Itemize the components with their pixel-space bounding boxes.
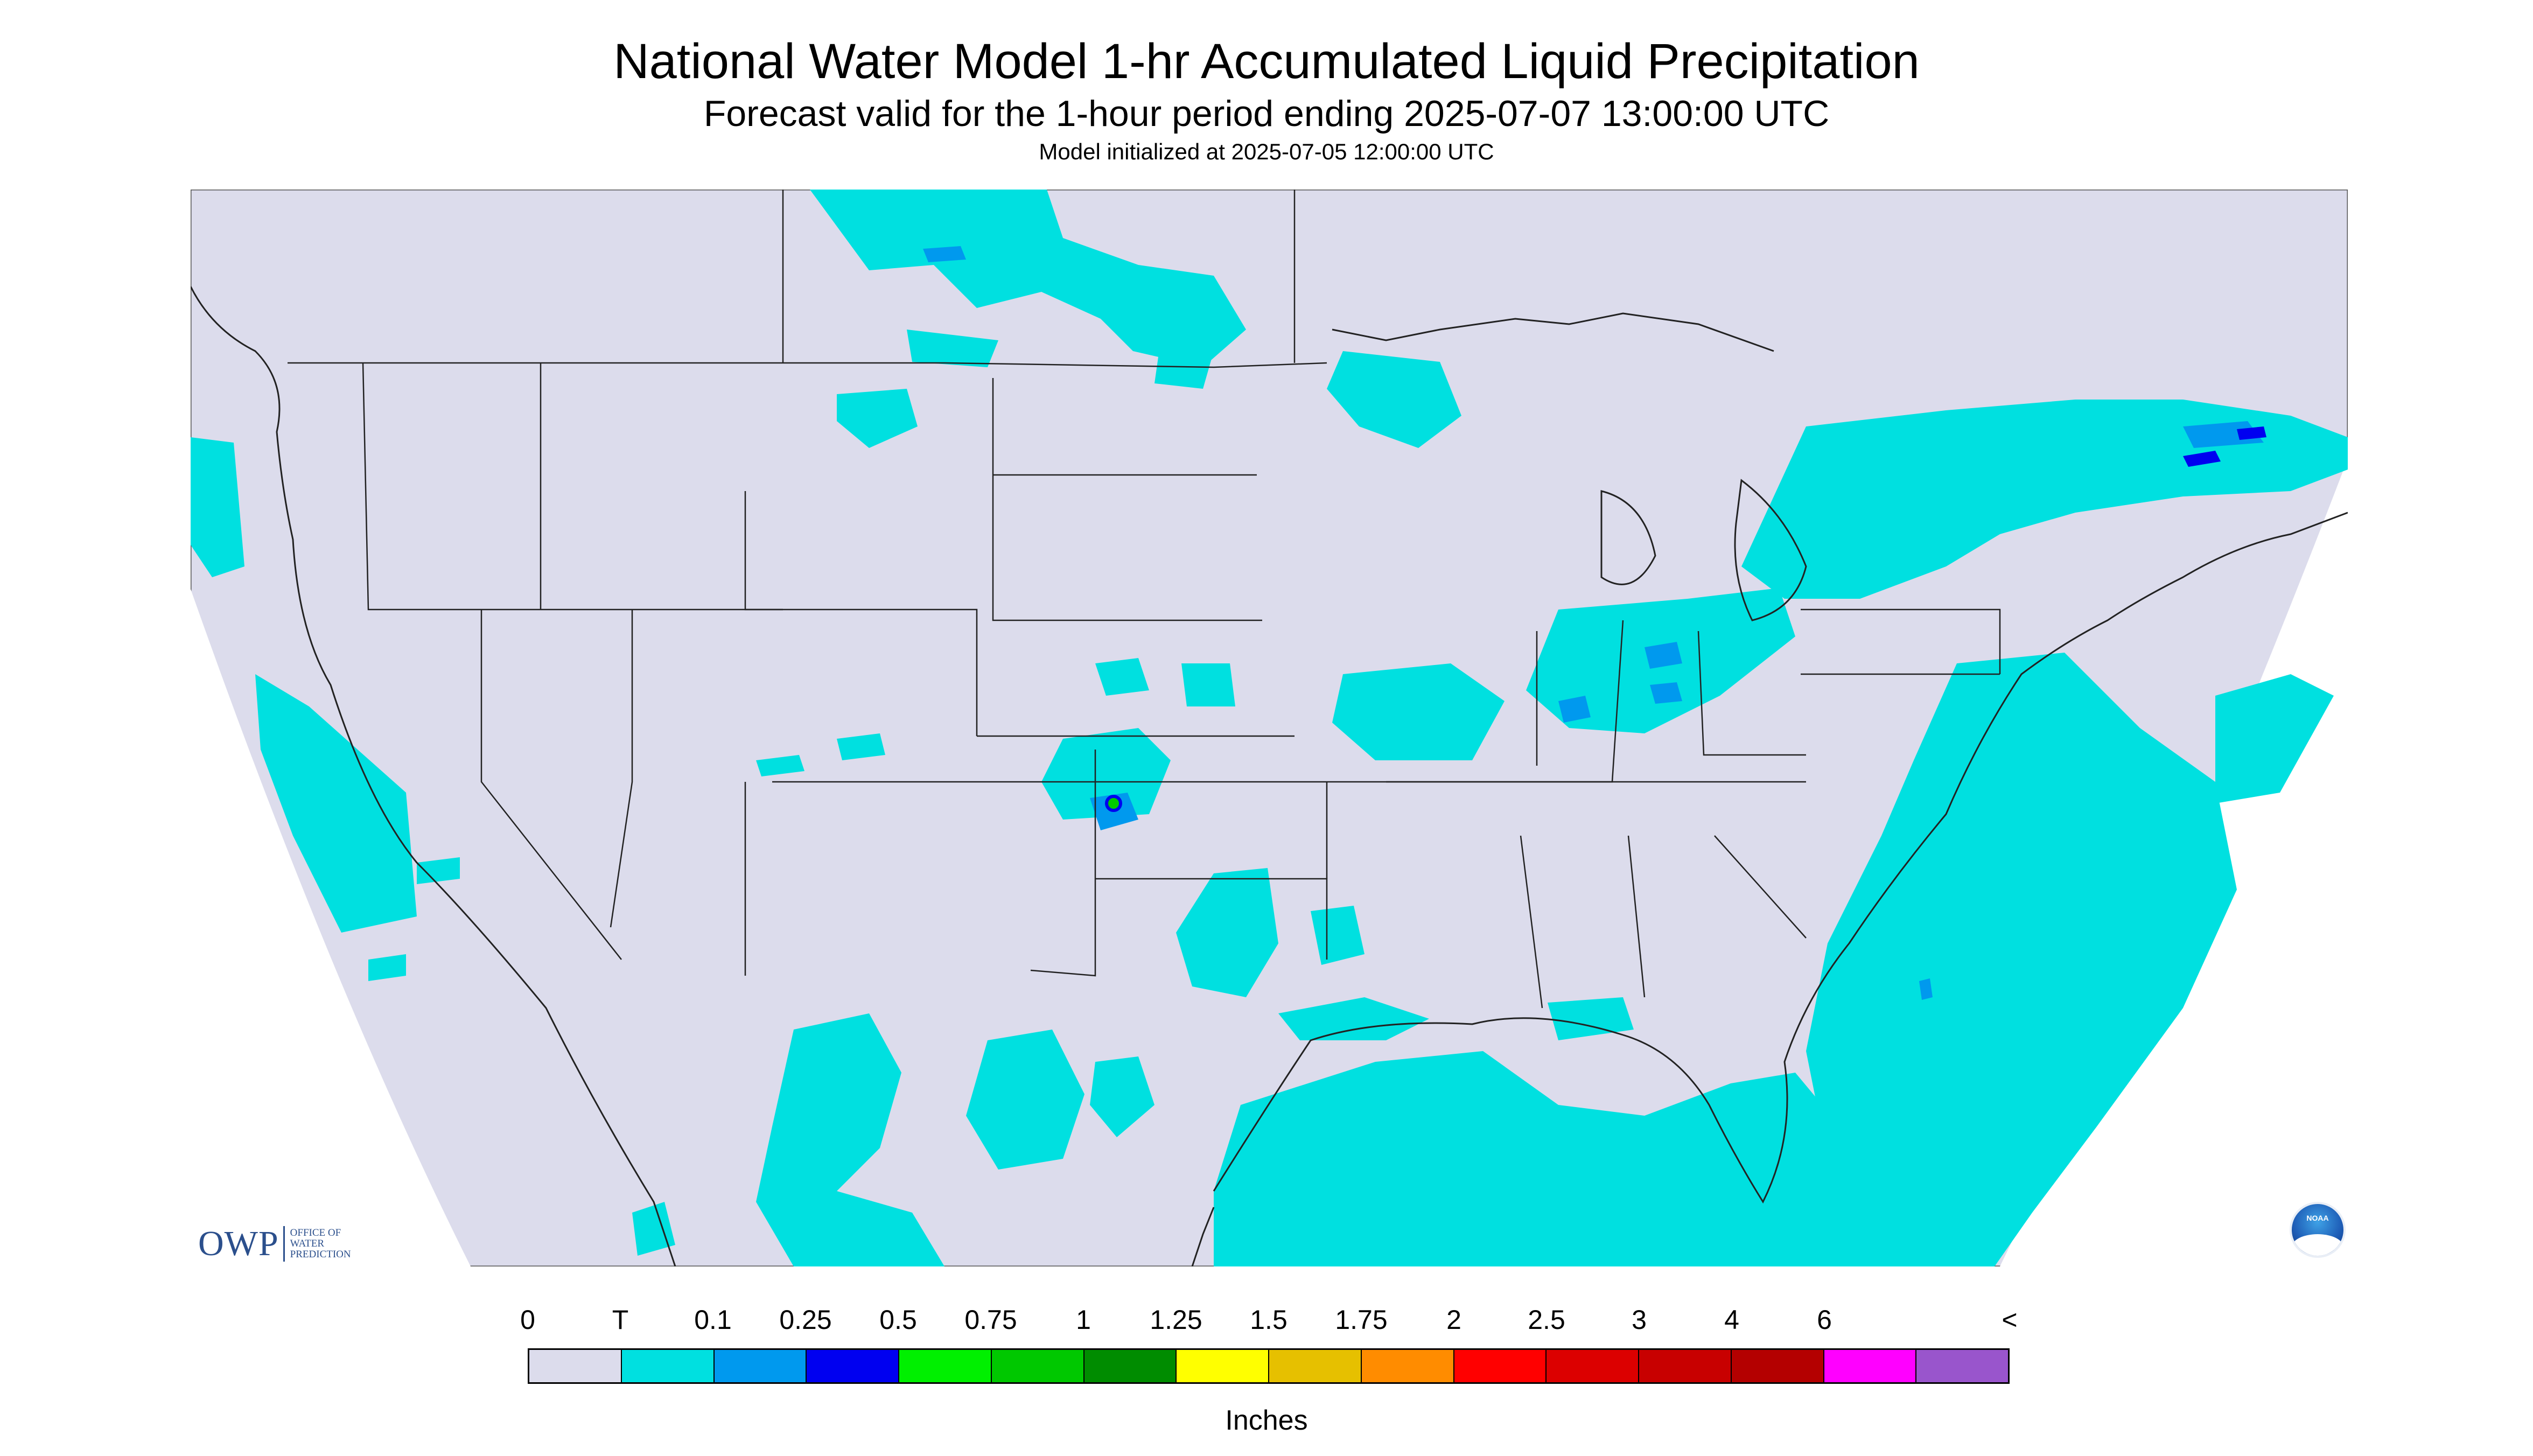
legend-tick-label: T bbox=[612, 1305, 629, 1335]
owp-logo: OWP OFFICE OF WATER PREDICTION bbox=[198, 1223, 351, 1264]
legend-tick-label: 6 bbox=[1817, 1305, 1832, 1335]
owp-logo-mark: OWP bbox=[198, 1224, 279, 1263]
legend-swatch bbox=[1454, 1350, 1547, 1382]
legend-tick-label: 0 bbox=[520, 1305, 535, 1335]
legend-swatch bbox=[1084, 1350, 1177, 1382]
legend-tick-label: 1 bbox=[1076, 1305, 1091, 1335]
legend-color-bar bbox=[528, 1348, 2010, 1384]
owp-logo-line: OFFICE OF bbox=[290, 1227, 341, 1238]
legend-tick-label: 2 bbox=[1446, 1305, 1461, 1335]
legend-swatch bbox=[991, 1350, 1084, 1382]
legend-swatch bbox=[807, 1350, 899, 1382]
legend-tick-label: 1.25 bbox=[1150, 1305, 1202, 1335]
owp-logo-line: WATER bbox=[290, 1238, 324, 1249]
legend-tick-label: < bbox=[2002, 1305, 2018, 1335]
legend-swatch bbox=[1824, 1350, 1917, 1382]
legend-swatch bbox=[1916, 1350, 2008, 1382]
legend-swatch bbox=[1361, 1350, 1454, 1382]
precipitation-map bbox=[191, 190, 2348, 1266]
noaa-bird-icon bbox=[2292, 1234, 2343, 1256]
state-boundaries bbox=[288, 190, 2001, 1009]
owp-logo-line: PREDICTION bbox=[290, 1249, 351, 1260]
legend-tick-label: 1.75 bbox=[1335, 1305, 1388, 1335]
precip-trace-areas bbox=[191, 190, 2348, 1266]
legend-units: Inches bbox=[1225, 1405, 1308, 1436]
legend-swatch bbox=[1639, 1350, 1732, 1382]
noaa-logo: NOAA bbox=[2290, 1202, 2346, 1258]
legend-swatch bbox=[529, 1350, 622, 1382]
legend-tick-label: 0.25 bbox=[779, 1305, 832, 1335]
legend-swatch bbox=[714, 1350, 807, 1382]
legend-tick-label: 1.5 bbox=[1250, 1305, 1288, 1335]
legend-swatch bbox=[1547, 1350, 1639, 1382]
legend-tick-label: 2.5 bbox=[1528, 1305, 1565, 1335]
legend-tick-label: 0.1 bbox=[694, 1305, 732, 1335]
coastlines bbox=[191, 286, 2348, 1266]
map-title: National Water Model 1-hr Accumulated Li… bbox=[613, 34, 1920, 89]
noaa-logo-label: NOAA bbox=[2306, 1214, 2329, 1222]
legend-tick-label: 0.5 bbox=[879, 1305, 917, 1335]
owp-logo-text: OFFICE OF WATER PREDICTION bbox=[290, 1228, 351, 1260]
legend-tick-label: 3 bbox=[1632, 1305, 1647, 1335]
model-init-line: Model initialized at 2025-07-05 12:00:00… bbox=[1039, 139, 1494, 164]
legend-swatch bbox=[899, 1350, 992, 1382]
owp-logo-divider bbox=[283, 1226, 285, 1262]
legend-swatch bbox=[1731, 1350, 1824, 1382]
legend-swatch bbox=[621, 1350, 715, 1382]
legend-swatch bbox=[1269, 1350, 1362, 1382]
legend-tick-label: 0.75 bbox=[964, 1305, 1017, 1335]
map-subtitle: Forecast valid for the 1-hour period end… bbox=[703, 93, 1830, 134]
out-of-domain-right bbox=[2000, 459, 2348, 1266]
legend-tick-label: 4 bbox=[1724, 1305, 1739, 1335]
out-of-domain-left bbox=[191, 589, 471, 1266]
precip-moderate-areas bbox=[2183, 426, 2266, 467]
precip-heavy-core bbox=[1105, 795, 1122, 812]
legend-swatch bbox=[1177, 1350, 1269, 1382]
